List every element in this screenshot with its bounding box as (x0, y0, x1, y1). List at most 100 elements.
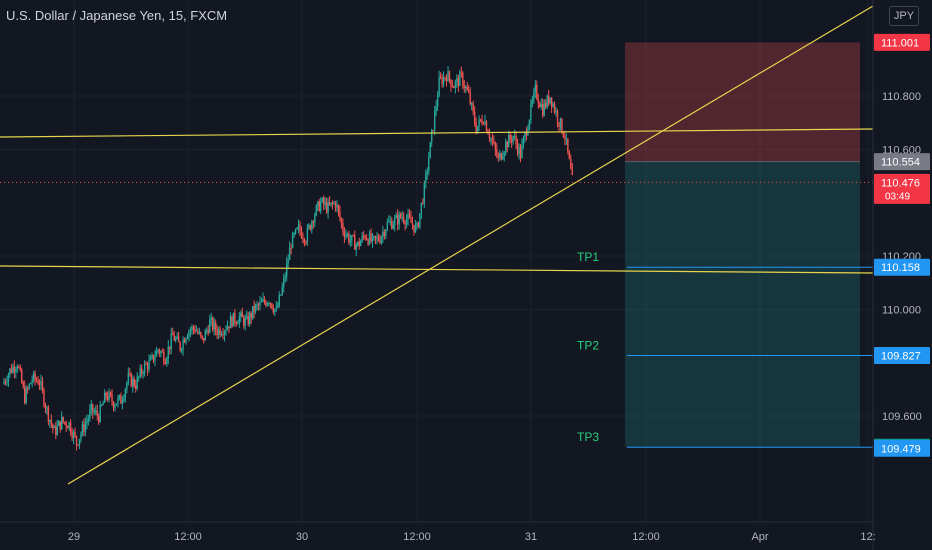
candle-body (322, 198, 325, 205)
candle-body (55, 426, 57, 435)
price-label: 111.001 (881, 37, 919, 49)
candle-body (127, 373, 130, 384)
candle-body (438, 77, 440, 97)
candle-body (243, 317, 245, 326)
candle-body (533, 91, 535, 101)
candle-body (58, 421, 60, 426)
candle-body (519, 146, 522, 159)
candle-body (352, 235, 354, 237)
candle-body (528, 119, 531, 129)
candle-body (130, 373, 132, 387)
candle-body (61, 416, 63, 430)
candle-body (18, 366, 20, 368)
candle-body (259, 301, 261, 306)
candle-body (244, 318, 246, 326)
candle-body (312, 221, 315, 223)
candle-body (336, 205, 338, 208)
candle-body (324, 202, 326, 205)
candle-body (305, 242, 307, 244)
tp-label: TP1 (577, 250, 599, 264)
candle-body (225, 329, 227, 332)
candle-body (447, 71, 449, 82)
candle-body (544, 103, 547, 108)
candle-body (500, 153, 502, 160)
candle-body (315, 205, 317, 216)
candle-body (115, 403, 118, 406)
candle-body (411, 222, 414, 226)
candle-body (503, 152, 505, 157)
candle-body (93, 412, 95, 414)
chart-title: U.S. Dollar / Japanese Yen, 15, FXCM (6, 8, 228, 23)
candle-body (263, 299, 266, 303)
candle-body (32, 373, 35, 380)
candle-body (283, 278, 285, 287)
price-tick-label: 110.800 (882, 91, 921, 103)
candle-body (565, 138, 568, 140)
candle-body (29, 383, 32, 385)
candle-body (203, 337, 205, 341)
candle-body (394, 218, 396, 226)
candle-body (248, 313, 251, 325)
candle-body (163, 351, 165, 363)
candle-body (331, 202, 334, 204)
candle-body (209, 319, 211, 333)
candle-body (287, 260, 289, 264)
candle-body (509, 135, 511, 140)
candle-body (81, 424, 84, 434)
candle-body (515, 136, 517, 144)
candle-body (142, 373, 144, 375)
candle-body (431, 130, 433, 143)
candle-body (124, 389, 127, 398)
candle-body (250, 313, 252, 319)
candle-body (53, 426, 56, 429)
candle-body (200, 332, 202, 336)
candle-body (505, 141, 507, 153)
candle-body (15, 369, 17, 372)
candle-body (507, 135, 510, 148)
candle-body (260, 301, 263, 303)
candle-body (105, 392, 107, 397)
time-tick-label: 12:00 (174, 531, 202, 543)
candle-body (3, 381, 5, 384)
candle-body (222, 334, 224, 336)
candle-body (56, 425, 58, 435)
candle-body (182, 339, 184, 350)
candle-body (66, 426, 69, 429)
time-tick-label: 12:00 (403, 531, 431, 543)
candle-body (537, 98, 539, 104)
candle-body (269, 303, 272, 305)
candle-body (362, 235, 365, 237)
candle-body (475, 123, 477, 133)
candle-body (383, 231, 386, 236)
candle-body (536, 84, 538, 99)
candle-body (251, 306, 254, 319)
candle-body (407, 214, 409, 220)
candle-body (62, 416, 64, 422)
price-label-box (874, 439, 930, 457)
candle-body (564, 136, 566, 139)
candle-body (71, 432, 73, 439)
candle-body (80, 433, 82, 439)
candle-body (314, 215, 316, 223)
candle-body (35, 379, 38, 381)
candle-body (453, 86, 455, 89)
candle-body (173, 335, 175, 341)
candle-body (318, 201, 320, 212)
candle-body (268, 303, 270, 305)
candle-body (99, 405, 101, 422)
candle-body (502, 156, 504, 160)
candle-body (46, 407, 48, 409)
candle-body (364, 236, 366, 239)
candle-body (476, 126, 479, 133)
candle-body (354, 235, 356, 250)
candle-body (44, 405, 47, 409)
candle-body (149, 357, 152, 361)
candle-body (377, 237, 380, 241)
price-label-box (874, 346, 930, 364)
currency-button[interactable]: JPY (889, 6, 919, 26)
candle-body (145, 363, 147, 365)
price-tick-label: 110.000 (882, 304, 921, 316)
candle-body (425, 173, 427, 183)
candle-body (459, 72, 461, 86)
